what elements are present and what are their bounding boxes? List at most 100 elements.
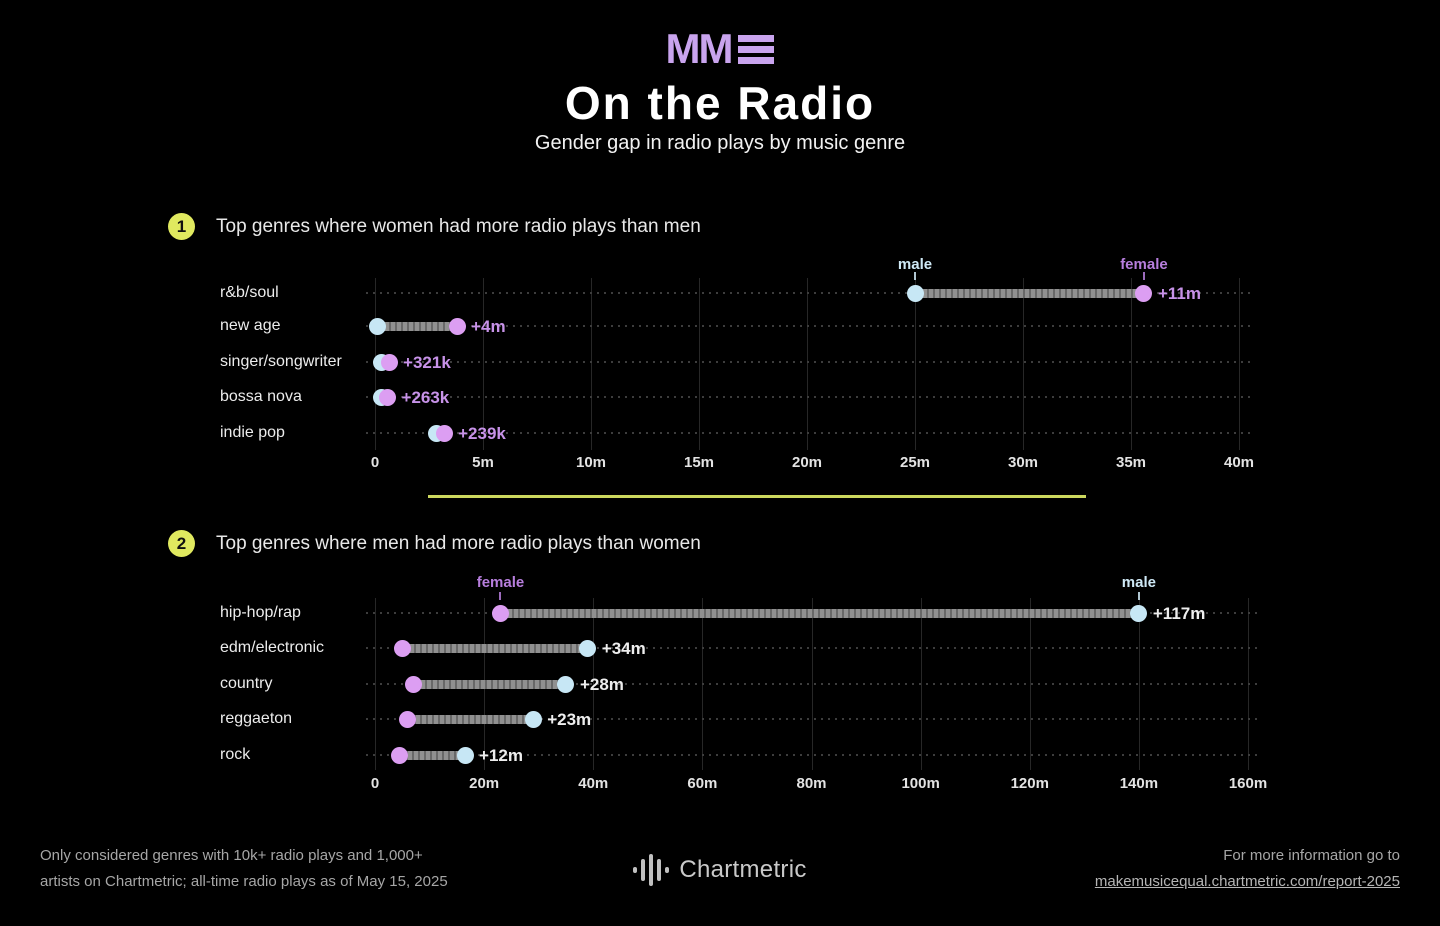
male-dot bbox=[579, 639, 597, 657]
male-dot bbox=[456, 746, 474, 764]
category-label: bossa nova bbox=[220, 388, 302, 405]
male-series-label: male bbox=[897, 256, 933, 273]
gridline bbox=[807, 278, 808, 450]
x-tick-label: 35m bbox=[1115, 454, 1147, 471]
x-tick-label: 15m bbox=[683, 454, 715, 471]
section-divider bbox=[428, 495, 1086, 498]
connector-bar bbox=[377, 321, 458, 331]
gridline bbox=[1239, 278, 1240, 450]
more-info-text: For more information go to bbox=[1223, 847, 1400, 864]
category-label: country bbox=[220, 675, 273, 692]
connector-bar bbox=[402, 643, 588, 653]
section-2-title: Top genres where men had more radio play… bbox=[216, 532, 701, 554]
gridline bbox=[915, 278, 916, 450]
female-dot bbox=[491, 604, 509, 622]
x-tick-label: 60m bbox=[687, 775, 718, 792]
report-link[interactable]: makemusicequal.chartmetric.com/report-20… bbox=[1094, 873, 1400, 890]
diff-label: +239k bbox=[458, 424, 506, 443]
diff-label: +4m bbox=[471, 317, 506, 336]
section-1-header: 1 Top genres where women had more radio … bbox=[168, 213, 701, 240]
x-tick-label: 40m bbox=[1223, 454, 1255, 471]
category-label: reggaeton bbox=[220, 710, 293, 727]
x-tick-label: 20m bbox=[791, 454, 823, 471]
leader-line bbox=[366, 292, 1253, 294]
connector-bar bbox=[407, 714, 534, 724]
connector-bar bbox=[500, 608, 1139, 618]
female-dot bbox=[1135, 284, 1153, 302]
male-dot bbox=[524, 710, 542, 728]
gridline bbox=[699, 278, 700, 450]
female-dot bbox=[393, 639, 411, 657]
male-dot bbox=[906, 284, 924, 302]
female-dot bbox=[435, 424, 453, 442]
category-label: hip-hop/rap bbox=[220, 604, 301, 621]
category-label: rock bbox=[220, 746, 251, 763]
female-dot bbox=[380, 353, 398, 371]
diff-label: +321k bbox=[403, 353, 451, 372]
x-tick-label: 30m bbox=[1007, 454, 1039, 471]
male-series-tick bbox=[1137, 592, 1140, 600]
leader-line bbox=[366, 396, 1253, 398]
logo-bars-icon bbox=[738, 34, 775, 64]
category-label: new age bbox=[220, 317, 281, 334]
section-2-header: 2 Top genres where men had more radio pl… bbox=[168, 530, 701, 557]
x-tick-label: 40m bbox=[578, 775, 609, 792]
x-tick-label: 10m bbox=[575, 454, 607, 471]
methodology-note-line2: artists on Chartmetric; all-time radio p… bbox=[40, 873, 448, 890]
connector-bar bbox=[915, 288, 1144, 298]
category-label: edm/electronic bbox=[220, 639, 325, 656]
female-dot bbox=[379, 388, 397, 406]
gridline bbox=[1023, 278, 1024, 450]
diff-label: +263k bbox=[401, 388, 450, 407]
female-dot bbox=[404, 675, 422, 693]
x-tick-label: 160m bbox=[1228, 775, 1268, 792]
logo-mm-text: MM bbox=[665, 25, 734, 72]
male-dot bbox=[557, 675, 575, 693]
diff-label: +23m bbox=[547, 710, 592, 729]
female-series-label: female bbox=[1120, 256, 1168, 273]
female-dot bbox=[399, 710, 417, 728]
diff-label: +12m bbox=[479, 746, 523, 765]
category-label: r&b/soul bbox=[220, 284, 279, 301]
methodology-note: Only considered genres with 10k+ radio p… bbox=[40, 843, 448, 895]
x-tick-label: 0 bbox=[370, 454, 380, 471]
soundwave-icon bbox=[633, 854, 670, 886]
male-dot bbox=[1130, 604, 1148, 622]
male-series-tick bbox=[914, 272, 916, 280]
diff-label: +11m bbox=[1157, 284, 1201, 303]
female-series-tick bbox=[499, 592, 502, 600]
leader-line bbox=[366, 647, 1262, 649]
x-tick-label: 140m bbox=[1119, 775, 1159, 792]
leader-line bbox=[366, 683, 1262, 685]
connector-bar bbox=[399, 750, 466, 760]
x-tick-label: 20m bbox=[469, 775, 500, 792]
x-tick-label: 100m bbox=[901, 775, 940, 792]
leader-line bbox=[366, 361, 1253, 363]
female-series-label: female bbox=[476, 574, 525, 591]
x-tick-label: 0 bbox=[370, 775, 380, 792]
chartmetric-brand: Chartmetric bbox=[0, 854, 1440, 886]
diff-label: +28m bbox=[579, 675, 624, 694]
diff-label: +34m bbox=[601, 639, 646, 658]
female-dot bbox=[391, 746, 409, 764]
x-tick-label: 5m bbox=[472, 454, 494, 471]
section-1-badge: 1 bbox=[168, 213, 195, 240]
male-series-label: male bbox=[1121, 574, 1156, 591]
mme-logo: MM bbox=[0, 25, 1440, 72]
more-info: For more information go to makemusicequa… bbox=[1095, 843, 1400, 895]
brand-wordmark: Chartmetric bbox=[679, 856, 807, 883]
leader-line bbox=[366, 325, 1253, 327]
category-label: indie pop bbox=[220, 424, 285, 441]
methodology-note-line1: Only considered genres with 10k+ radio p… bbox=[40, 847, 423, 864]
gridline bbox=[591, 278, 592, 450]
x-tick-label: 25m bbox=[899, 454, 931, 471]
diff-label: +117m bbox=[1152, 604, 1206, 623]
male-dot bbox=[368, 317, 386, 335]
x-tick-label: 120m bbox=[1010, 775, 1049, 792]
female-series-tick bbox=[1142, 272, 1145, 280]
section-2-badge: 2 bbox=[168, 530, 195, 557]
category-label: singer/songwriter bbox=[220, 353, 342, 370]
